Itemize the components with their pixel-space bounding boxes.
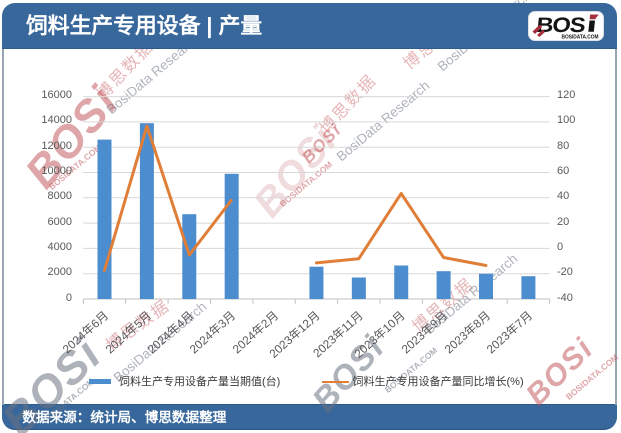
svg-text:BOS: BOS [535,13,586,36]
svg-text:BOSIDATA.COM: BOSIDATA.COM [562,34,599,40]
